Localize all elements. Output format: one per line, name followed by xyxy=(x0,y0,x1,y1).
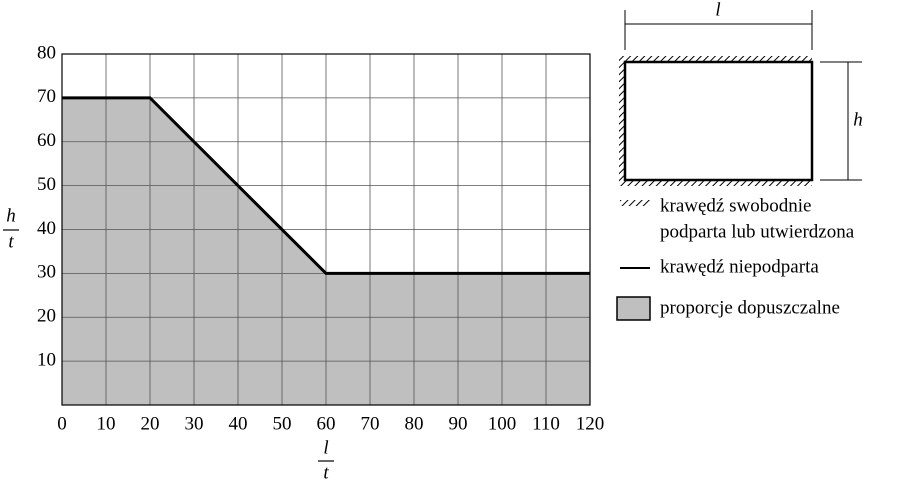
x-tick-label: 10 xyxy=(97,413,116,434)
x-tick-label: 120 xyxy=(576,413,605,434)
legend-swatch xyxy=(616,296,651,321)
legend-label: krawędź niepodparta xyxy=(660,256,819,277)
x-tick-label: 50 xyxy=(273,413,292,434)
width-label: l xyxy=(715,0,720,20)
plate-diagram xyxy=(619,10,862,186)
x-tick-label: 110 xyxy=(532,413,560,434)
x-tick-label: 80 xyxy=(405,413,424,434)
y-tick-label: 20 xyxy=(37,306,56,327)
y-label-num: h xyxy=(6,205,16,226)
y-tick-label: 40 xyxy=(37,218,56,239)
area-outline xyxy=(62,96,590,275)
plot-frame xyxy=(61,53,591,406)
y-tick-label: 30 xyxy=(37,262,56,283)
x-tick-label: 90 xyxy=(449,413,468,434)
y-tick-label: 60 xyxy=(37,130,56,151)
y-tick-label: 50 xyxy=(37,174,56,195)
legend-label: proporcje dopuszczalne xyxy=(660,297,840,318)
legend-hatch xyxy=(620,200,650,206)
legend-label: krawędź swobodnie xyxy=(660,195,811,216)
x-tick-label: 70 xyxy=(361,413,380,434)
y-tick-label: 70 xyxy=(37,86,56,107)
x-tick-label: 60 xyxy=(317,413,336,434)
x-tick-label: 100 xyxy=(488,413,517,434)
x-tick-label: 30 xyxy=(185,413,204,434)
x-label-den: t xyxy=(323,462,329,483)
height-label: h xyxy=(853,109,863,130)
x-tick-label: 20 xyxy=(141,413,160,434)
x-label-num: l xyxy=(323,437,328,458)
y-tick-label: 80 xyxy=(37,42,56,63)
y-tick-label: 10 xyxy=(37,349,56,370)
x-tick-label: 40 xyxy=(229,413,248,434)
x-tick-label: 0 xyxy=(57,413,67,434)
legend-label: podparta lub utwierdzona xyxy=(660,221,855,242)
y-label-den: t xyxy=(8,231,14,252)
